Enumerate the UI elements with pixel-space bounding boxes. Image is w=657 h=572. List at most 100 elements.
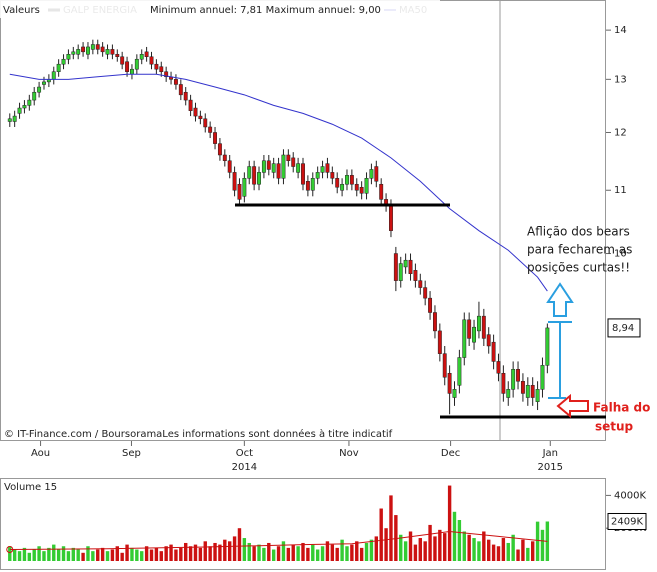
candle-body [491,341,496,362]
header-title: Valeurs [3,5,40,16]
candle-body [476,315,481,332]
candle-body [32,91,37,101]
candle-body [208,126,213,133]
volume-bar [144,546,149,561]
last-price-label: 8,94 [612,323,634,334]
volume-bar [355,541,359,561]
candle-body [198,115,203,120]
volume-bar [188,546,193,561]
candle-body [369,169,374,179]
volume-bar [320,546,325,561]
volume-bar [403,541,408,561]
candle-body [193,107,198,117]
volume-bar [379,508,383,561]
candle-body [325,163,330,173]
volume-bar [91,551,95,561]
volume-bar [516,549,520,561]
volume-bar [56,549,61,561]
target-arrow [546,282,574,399]
volume-bar [237,528,242,561]
volume-bar [110,549,115,561]
y-tick-label: 14 [614,25,627,36]
candle-body [203,118,208,128]
candle-body [247,166,252,179]
candle-body [437,330,442,354]
last-price-box [607,318,641,338]
ma-line [9,73,548,292]
volume-bar [487,539,491,561]
volume-bar [457,520,462,561]
volume-bar [105,551,110,561]
candle-body [496,361,501,374]
x-tick-label: Jan [542,448,558,459]
candle-body [418,280,423,288]
volume-bar [413,544,418,561]
volume-bar [22,547,27,561]
candle-body [374,166,379,182]
annotation: setup [595,420,634,434]
y-tick-label: 4000K [614,490,646,501]
y-tick-label: 11 [614,185,627,196]
volume-bar [389,495,393,561]
volume-bar [462,531,466,561]
candle-body [242,178,247,197]
candle-body [213,132,217,144]
volume-bar [335,547,339,561]
annotation: Aflição dos bears [527,225,630,239]
candle-body [56,63,61,72]
candle-body [154,63,159,70]
volume-bar [140,551,144,561]
x-tick-label: Aou [31,448,50,459]
candle-body [447,373,452,394]
volume-bar [61,546,66,561]
volume-bar [399,534,403,561]
y-tick-label: 13 [614,74,627,85]
volume-bar [521,539,525,561]
volume-bar [491,544,496,561]
volume-bar [345,546,349,561]
volume-bar [100,547,105,561]
volume-bar [164,546,168,561]
volume-bar [301,542,305,561]
candle-body [42,81,46,85]
candle-body [349,175,354,185]
candle-body [76,49,81,55]
volume-bar [374,536,379,561]
volume-bar [443,533,447,561]
volume-bar [193,544,198,561]
volume-bar [120,552,124,561]
candle-body [125,61,130,72]
volume-bar [86,546,90,561]
candle-body [540,365,545,390]
candle-body [61,58,66,65]
volume-bar [267,542,271,561]
annotation: para fecharem as [527,243,632,257]
volume-bar [291,544,295,561]
candle-body [22,105,27,109]
annotation: posições curtas!! [527,261,630,275]
volume-bar [135,549,139,561]
header-bg [0,0,440,18]
candle-body [217,143,222,156]
candle-body [423,287,428,299]
volume-bar [350,544,354,561]
candle-body [159,66,164,72]
volume-bar [8,546,12,561]
candle-body [301,163,305,185]
candle-body [7,118,12,122]
volume-bar [384,528,388,561]
candle-body [164,71,169,78]
candle-body [330,172,335,179]
volume-bar [96,549,100,561]
candle-body [516,369,520,382]
candle-body [545,327,550,366]
candle-body [398,263,403,281]
candle-body [354,183,359,191]
candle-body [335,178,340,188]
volume-bar [66,551,71,561]
volume-bar [262,547,266,561]
volume-bar [47,547,51,561]
candle-body [472,326,476,343]
candle-body [481,315,486,339]
candle-body [506,389,511,398]
